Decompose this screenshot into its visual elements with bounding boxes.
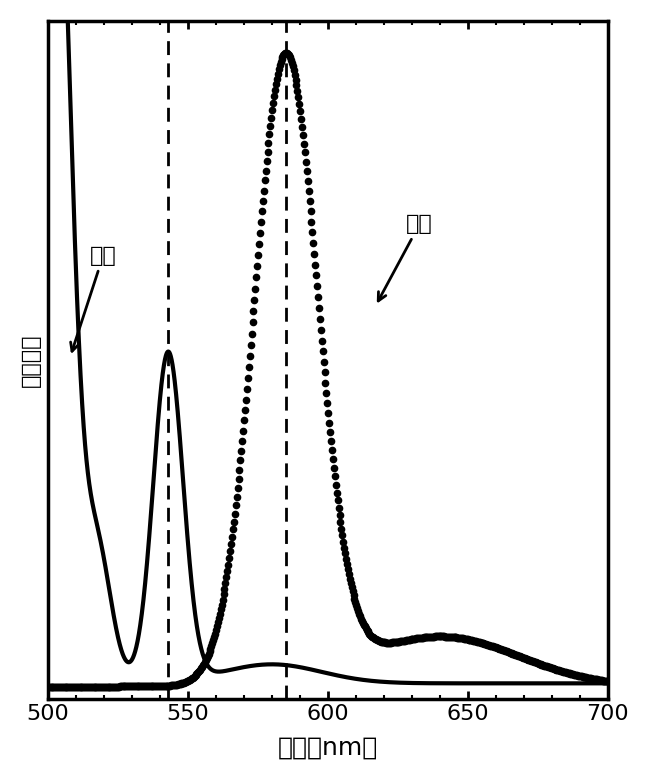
X-axis label: 波长（nm）: 波长（nm）	[278, 736, 378, 759]
Y-axis label: 相对强度: 相对强度	[21, 333, 41, 387]
Text: 发射: 发射	[378, 214, 433, 301]
Text: 吸收: 吸收	[71, 246, 116, 351]
